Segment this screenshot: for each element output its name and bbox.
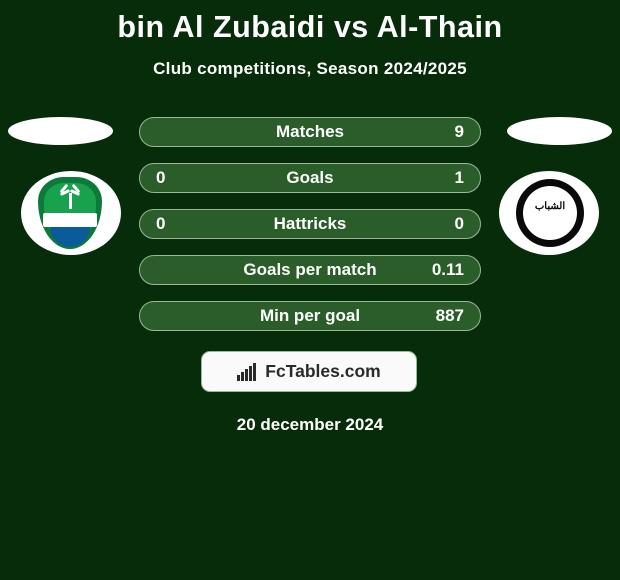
page-title: bin Al Zubaidi vs Al-Thain	[0, 0, 620, 45]
stat-row: 0 Hattricks 0	[139, 209, 481, 239]
right-club-crest-icon: الشباب Al Shabab	[510, 173, 590, 253]
stat-row: Matches 9	[139, 117, 481, 147]
right-player-oval	[507, 117, 612, 145]
page-subtitle: Club competitions, Season 2024/2025	[0, 59, 620, 79]
stat-value-right: 1	[455, 168, 464, 188]
stat-label: Matches	[140, 122, 480, 142]
stat-value-right: 887	[436, 306, 464, 326]
stat-row: 0 Goals 1	[139, 163, 481, 193]
stat-value-left: 0	[156, 168, 165, 188]
stat-row: Min per goal 887	[139, 301, 481, 331]
stat-rows: Matches 9 0 Goals 1 0 Hattricks 0 Goals …	[139, 117, 481, 347]
bar-chart-icon	[237, 363, 259, 381]
brand-box: FcTables.com	[201, 351, 417, 392]
stat-label: Min per goal	[140, 306, 480, 326]
stat-value-right: 0	[455, 214, 464, 234]
right-crest-center-text: الشباب	[530, 201, 570, 212]
stat-row: Goals per match 0.11	[139, 255, 481, 285]
stat-label: Goals per match	[140, 260, 480, 280]
brand-label: FcTables.com	[265, 361, 380, 382]
left-player-oval	[8, 117, 113, 145]
stat-label: Goals	[140, 168, 480, 188]
right-crest-ring-text: Al Shabab	[516, 231, 584, 237]
stat-value-right: 0.11	[432, 260, 464, 280]
left-club-crest-icon	[30, 173, 110, 253]
stat-value-left: 0	[156, 214, 165, 234]
stat-label: Hattricks	[140, 214, 480, 234]
date-label: 20 december 2024	[0, 415, 620, 435]
stat-value-right: 9	[455, 122, 464, 142]
